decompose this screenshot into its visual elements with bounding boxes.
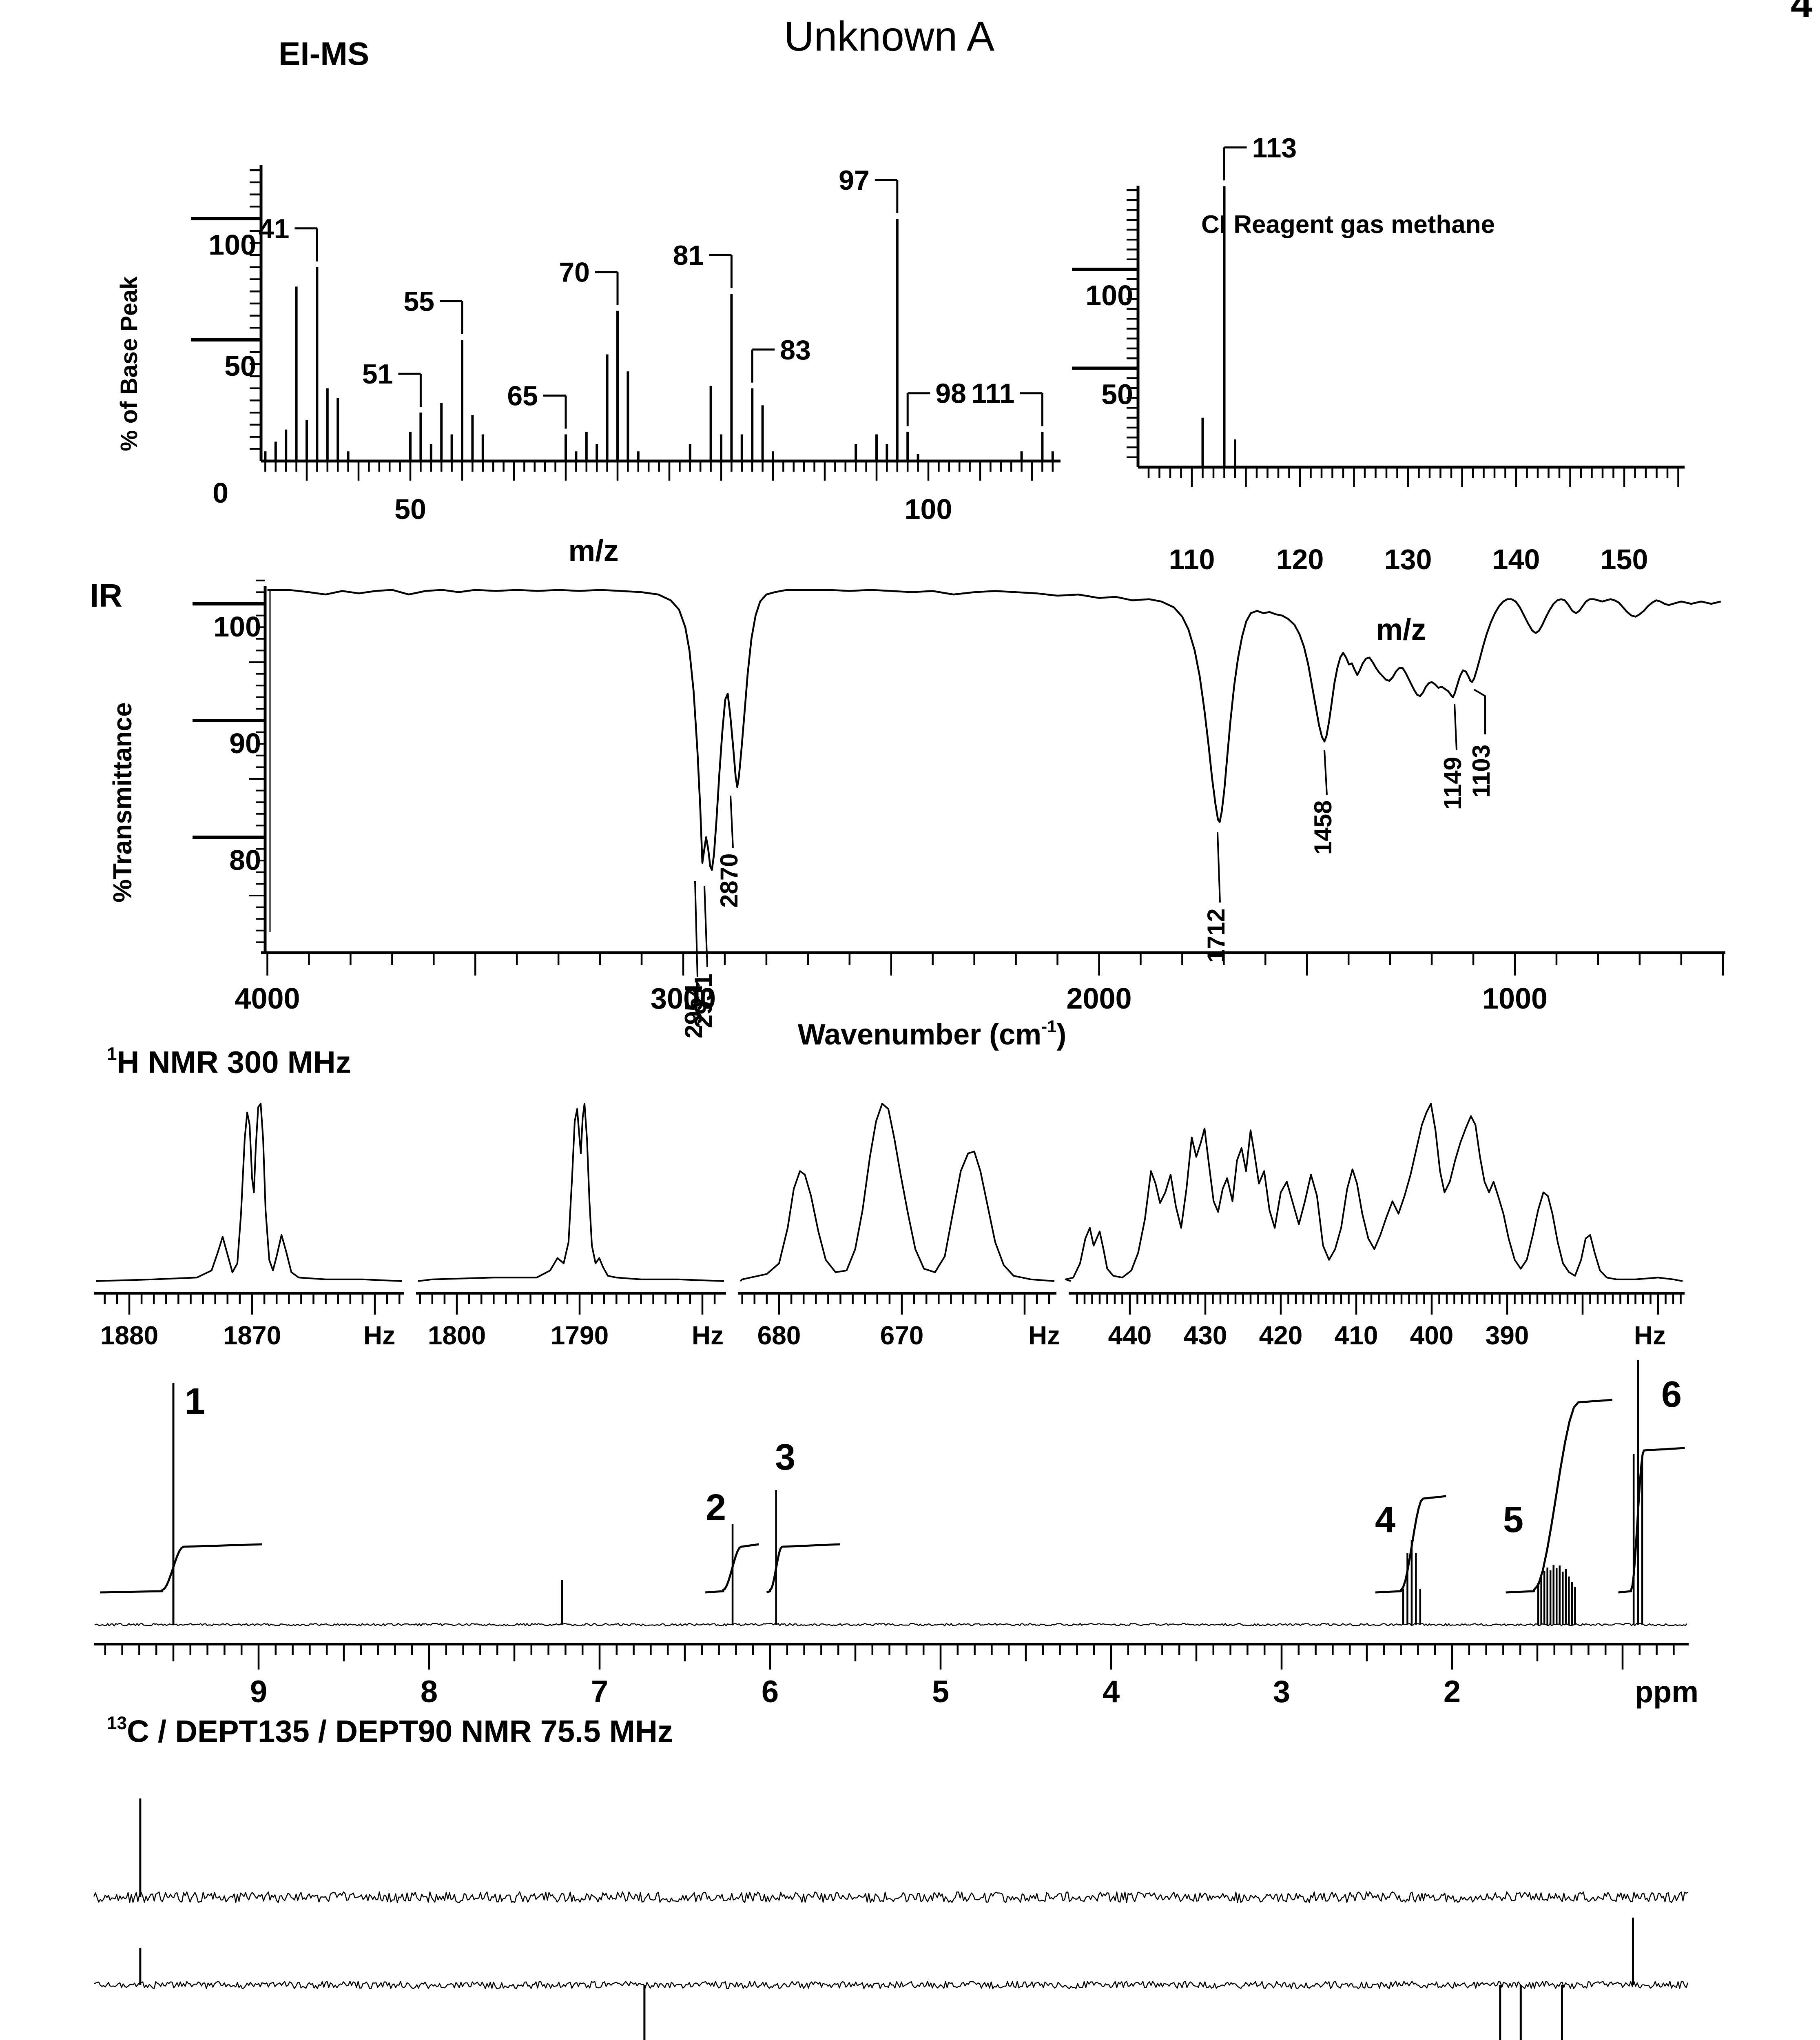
svg-text:50: 50 xyxy=(224,350,256,382)
svg-text:400: 400 xyxy=(1410,1321,1454,1350)
svg-text:1880: 1880 xyxy=(100,1321,158,1350)
svg-text:3000: 3000 xyxy=(651,982,716,1015)
c13-nmr-title: 13C / DEPT135 / DEPT90 NMR 75.5 MHz xyxy=(107,1714,673,1747)
svg-text:1458: 1458 xyxy=(1309,800,1337,855)
svg-text:111: 111 xyxy=(971,378,1014,409)
c13-plots: ABCDEFG18016014012010080604020ppm xyxy=(93,1798,1689,2040)
ir-xaxis-title-post: ) xyxy=(1056,1018,1067,1051)
ir-xaxis-title-sup: -1 xyxy=(1041,1017,1057,1036)
ei-ms-label: EI-MS xyxy=(279,35,370,72)
svg-text:5: 5 xyxy=(932,1674,949,1709)
svg-text:6: 6 xyxy=(762,1674,779,1709)
svg-text:50: 50 xyxy=(394,493,426,525)
svg-text:3: 3 xyxy=(775,1437,795,1478)
h1-main: 9 8 7 6 5 4 3 2 ppm 1 2 3 4 5 6 xyxy=(94,1360,1698,1709)
svg-text:Hz: Hz xyxy=(1028,1321,1060,1350)
h1-title-rest: H NMR 300 MHz xyxy=(117,1045,351,1080)
svg-text:390: 390 xyxy=(1486,1321,1529,1350)
svg-text:113: 113 xyxy=(1252,132,1297,163)
h1-title-sup: 1 xyxy=(107,1044,117,1064)
ci-note: CI Reagent gas methane xyxy=(1201,211,1495,239)
svg-text:5: 5 xyxy=(1503,1499,1523,1540)
svg-text:9: 9 xyxy=(250,1674,267,1709)
svg-text:420: 420 xyxy=(1259,1321,1303,1350)
svg-text:1800: 1800 xyxy=(428,1321,486,1350)
svg-text:7: 7 xyxy=(591,1674,608,1709)
svg-text:65: 65 xyxy=(507,381,538,412)
svg-text:100: 100 xyxy=(213,611,261,643)
svg-text:2954: 2954 xyxy=(680,984,707,1038)
svg-text:440: 440 xyxy=(1108,1321,1152,1350)
ir-yaxis-title: %Transmittance xyxy=(108,702,137,902)
svg-text:83: 83 xyxy=(780,335,811,366)
svg-text:0: 0 xyxy=(213,477,228,509)
svg-text:100: 100 xyxy=(905,493,952,525)
svg-text:130: 130 xyxy=(1384,543,1432,575)
h1-expansions: 1880 1870 Hz 1800 1790 Hz 680 670 Hz 440 430 420 410… xyxy=(94,1103,1685,1350)
svg-text:80: 80 xyxy=(229,844,261,876)
svg-text:1103: 1103 xyxy=(1468,745,1495,798)
svg-text:150: 150 xyxy=(1601,543,1648,575)
svg-text:97: 97 xyxy=(839,165,870,196)
svg-text:2000: 2000 xyxy=(1066,982,1131,1015)
svg-text:41: 41 xyxy=(259,213,290,244)
svg-text:4000: 4000 xyxy=(235,982,300,1015)
c13-title-rest: C / DEPT135 / DEPT90 NMR 75.5 MHz xyxy=(127,1714,673,1749)
svg-text:Hz: Hz xyxy=(363,1321,395,1350)
svg-text:2931: 2931 xyxy=(690,974,717,1028)
svg-text:680: 680 xyxy=(757,1321,801,1350)
svg-text:670: 670 xyxy=(880,1321,924,1350)
svg-text:1000: 1000 xyxy=(1482,982,1548,1015)
svg-text:8: 8 xyxy=(421,1674,438,1709)
svg-text:81: 81 xyxy=(673,240,704,271)
ir-xaxis-title-pre: Wavenumber (cm xyxy=(797,1018,1042,1051)
svg-text:4: 4 xyxy=(1375,1499,1395,1540)
svg-text:120: 120 xyxy=(1276,543,1324,575)
svg-text:50: 50 xyxy=(1101,379,1133,410)
svg-text:51: 51 xyxy=(362,359,393,390)
svg-text:1712: 1712 xyxy=(1202,909,1230,963)
c13-title-sup: 13 xyxy=(107,1713,127,1733)
svg-text:2870: 2870 xyxy=(715,854,743,908)
svg-text:110: 110 xyxy=(1169,543,1215,575)
svg-text:m/z: m/z xyxy=(568,534,618,568)
svg-text:Hz: Hz xyxy=(692,1321,724,1350)
svg-text:2: 2 xyxy=(1444,1674,1461,1709)
svg-text:70: 70 xyxy=(559,257,590,288)
svg-text:1790: 1790 xyxy=(551,1321,609,1350)
ei-ms-plot: 100 50 0 50 100 m/z 41 51 55 65 70 81 83 97 98 111 xyxy=(191,165,1061,568)
ci-ms-plot: 100 50 110 120 130 140 150 m/z 113 xyxy=(1072,132,1685,646)
ir-label: IR xyxy=(90,577,122,614)
svg-text:m/z: m/z xyxy=(1376,612,1426,646)
svg-text:Hz: Hz xyxy=(1634,1321,1666,1350)
page-title: Unknown A xyxy=(784,13,994,60)
svg-text:1870: 1870 xyxy=(223,1321,281,1350)
svg-text:100: 100 xyxy=(1085,279,1133,311)
svg-text:2: 2 xyxy=(706,1487,726,1528)
svg-text:100: 100 xyxy=(208,229,256,261)
svg-text:430: 430 xyxy=(1184,1321,1227,1350)
svg-text:410: 410 xyxy=(1335,1321,1378,1350)
svg-text:90: 90 xyxy=(229,727,261,759)
svg-text:ppm: ppm xyxy=(1635,1675,1698,1709)
svg-text:4: 4 xyxy=(1103,1674,1120,1709)
ir-xaxis-title: Wavenumber (cm-1) xyxy=(730,1018,1134,1049)
svg-text:140: 140 xyxy=(1492,543,1540,575)
svg-text:55: 55 xyxy=(403,286,434,317)
ei-ms-yaxis-title: % of Base Peak xyxy=(116,276,142,451)
svg-text:98: 98 xyxy=(935,378,966,409)
svg-text:1: 1 xyxy=(185,1381,205,1422)
page-number: 4 xyxy=(1791,0,1813,26)
svg-text:3: 3 xyxy=(1273,1674,1290,1709)
h1-nmr-title: 1H NMR 300 MHz xyxy=(107,1045,351,1078)
svg-text:6: 6 xyxy=(1661,1374,1682,1415)
svg-text:1149: 1149 xyxy=(1439,757,1466,810)
